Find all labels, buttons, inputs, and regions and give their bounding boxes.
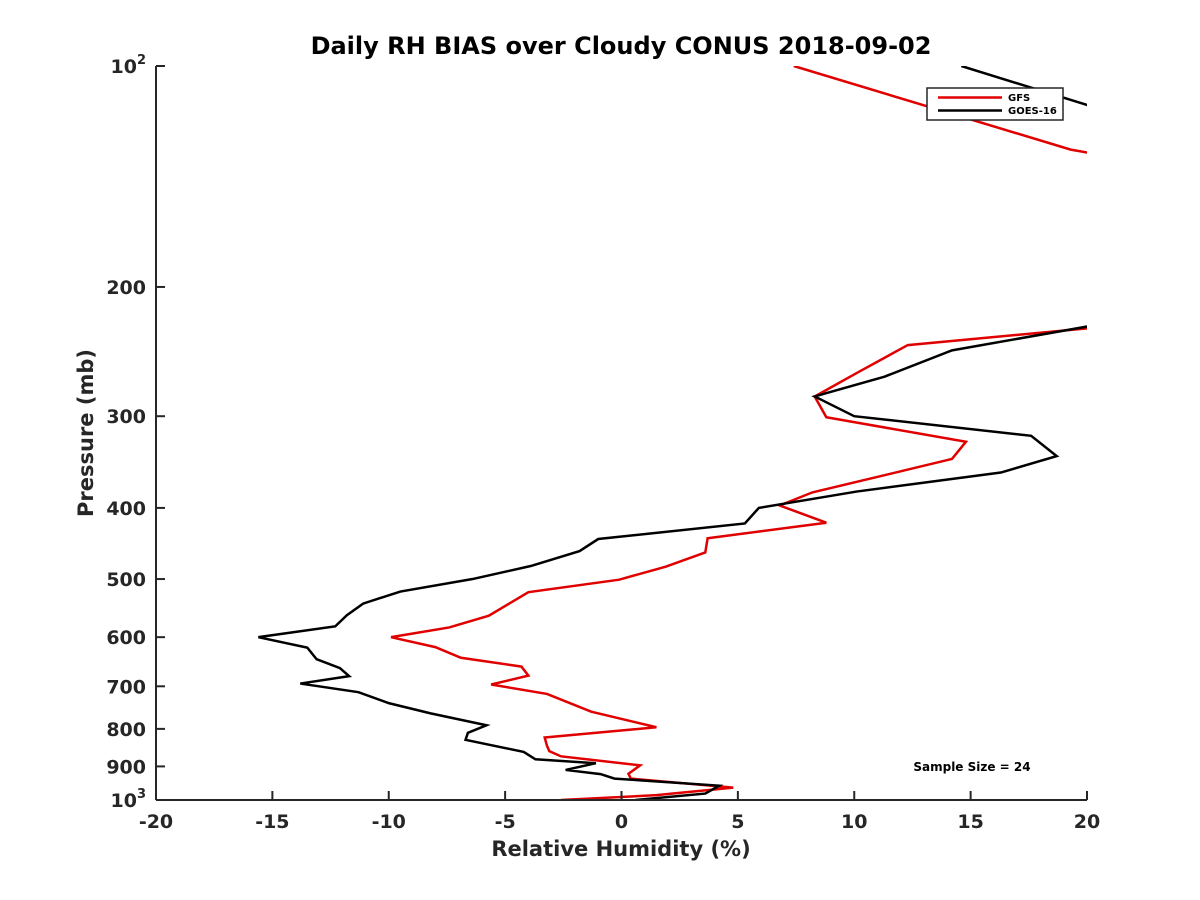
y-tick-base: 800 — [106, 719, 146, 741]
legend: GFS GOES-16 — [926, 87, 1064, 121]
y-tick-base: 900 — [106, 756, 146, 778]
y-tick-label: 300 — [106, 406, 146, 428]
y-axis-label: Pressure (mb) — [74, 349, 98, 517]
y-tick-exponent: 3 — [137, 787, 146, 802]
x-tick-label: 5 — [731, 811, 744, 833]
x-tick-label: 20 — [1074, 811, 1100, 833]
x-tick-label: 10 — [841, 811, 867, 833]
y-tick-base: 300 — [106, 406, 146, 428]
x-ticks: -20 -15 -10 -5 0 5 10 15 20 — [139, 791, 1100, 833]
y-tick-label: 800 — [106, 719, 146, 741]
sample-size-annotation: Sample Size = 24 — [913, 760, 1030, 774]
chart-title: Daily RH BIAS over Cloudy CONUS 2018-09-… — [311, 32, 932, 60]
y-tick-base: 200 — [106, 277, 146, 299]
legend-label-gfs: GFS — [1008, 93, 1030, 104]
y-tick-label: 700 — [106, 676, 146, 698]
y-tick-base: 10 — [111, 56, 137, 78]
x-tick-label: -15 — [255, 811, 289, 833]
y-tick-label: 103 — [111, 787, 147, 812]
y-tick-label: 200 — [106, 277, 146, 299]
legend-label-goes16: GOES-16 — [1008, 106, 1057, 117]
x-tick-label: -5 — [495, 811, 516, 833]
y-tick-label: 400 — [106, 498, 146, 520]
x-tick-label: -20 — [139, 811, 173, 833]
x-tick-label: 15 — [957, 811, 983, 833]
y-tick-label: 600 — [106, 627, 146, 649]
x-axis-label: Relative Humidity (%) — [491, 837, 750, 861]
legend-box — [926, 87, 1064, 121]
y-tick-label: 900 — [106, 756, 146, 778]
series-line-goes16 — [258, 66, 1087, 800]
y-tick-exponent: 2 — [137, 53, 146, 68]
y-tick-base: 10 — [111, 790, 137, 812]
x-tick-label: -10 — [372, 811, 406, 833]
y-tick-base: 500 — [106, 569, 146, 591]
y-tick-label: 102 — [111, 53, 147, 78]
series-line-gfs — [390, 66, 1087, 800]
y-tick-label: 500 — [106, 569, 146, 591]
y-tick-base: 400 — [106, 498, 146, 520]
y-tick-base: 700 — [106, 676, 146, 698]
x-tick-label: 0 — [615, 811, 628, 833]
y-tick-base: 600 — [106, 627, 146, 649]
series-layer — [258, 66, 1087, 800]
